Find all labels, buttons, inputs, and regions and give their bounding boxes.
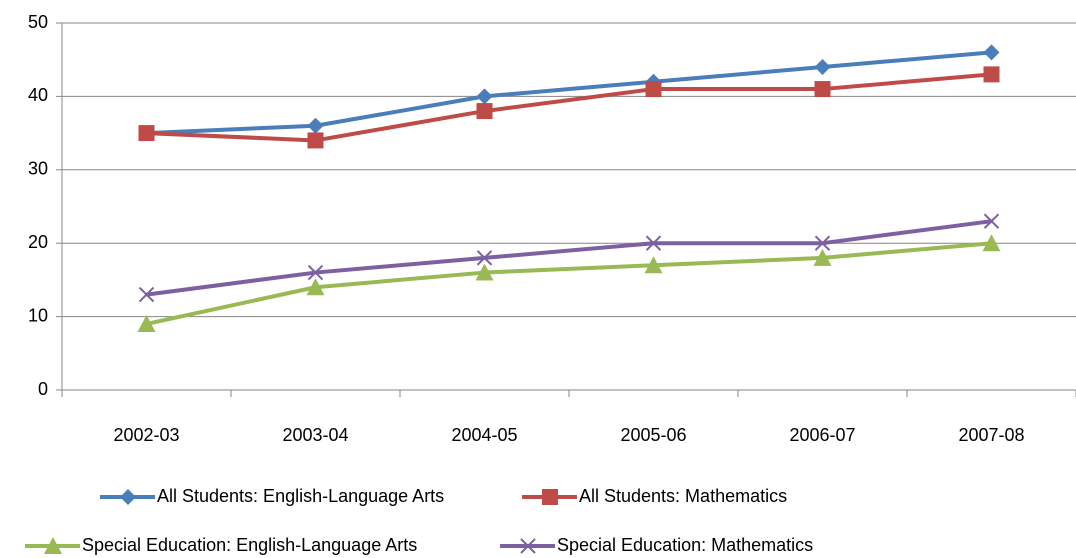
legend-label: Special Education: Mathematics <box>557 535 813 555</box>
x-tick-label: 2003-04 <box>282 425 348 445</box>
data-point <box>138 286 155 303</box>
y-tick-label: 50 <box>28 12 48 32</box>
legend-marker <box>120 489 136 505</box>
legend-label: All Students: Mathematics <box>579 486 787 506</box>
series-line <box>146 50 992 136</box>
legend-marker <box>542 489 558 505</box>
data-point <box>476 88 493 105</box>
y-tick-label: 20 <box>28 232 48 252</box>
data-point <box>476 103 493 120</box>
x-tick-label: 2007-08 <box>958 425 1024 445</box>
data-point <box>645 81 662 98</box>
data-point <box>814 81 831 98</box>
x-tick-label: 2005-06 <box>620 425 686 445</box>
x-tick-label: 2006-07 <box>789 425 855 445</box>
data-point <box>307 117 324 134</box>
data-point <box>137 314 156 332</box>
x-tick-label: 2004-05 <box>451 425 517 445</box>
y-tick-label: 40 <box>28 85 48 105</box>
legend-marker <box>44 537 62 554</box>
data-point <box>644 256 663 274</box>
series-line <box>146 241 992 326</box>
series-line <box>146 219 992 297</box>
data-point <box>307 132 324 149</box>
y-tick-label: 0 <box>38 379 48 399</box>
data-point <box>306 278 325 296</box>
data-point <box>476 250 493 266</box>
data-point <box>814 235 831 251</box>
data-point <box>813 248 832 266</box>
data-point <box>307 264 324 281</box>
data-point <box>983 44 1000 61</box>
legend-marker <box>520 538 536 554</box>
data-point <box>982 234 1001 252</box>
x-tick-label: 2002-03 <box>113 425 179 445</box>
legend-label: All Students: English-Language Arts <box>157 486 444 506</box>
data-point <box>983 213 1000 229</box>
legend-label: Special Education: English-Language Arts <box>82 535 417 555</box>
data-point <box>475 263 494 281</box>
data-point <box>983 66 1000 83</box>
y-tick-label: 30 <box>28 159 48 179</box>
data-point <box>645 235 662 251</box>
series-line <box>146 72 992 143</box>
data-point <box>814 59 831 76</box>
data-point <box>138 125 155 142</box>
y-tick-label: 10 <box>28 305 48 325</box>
